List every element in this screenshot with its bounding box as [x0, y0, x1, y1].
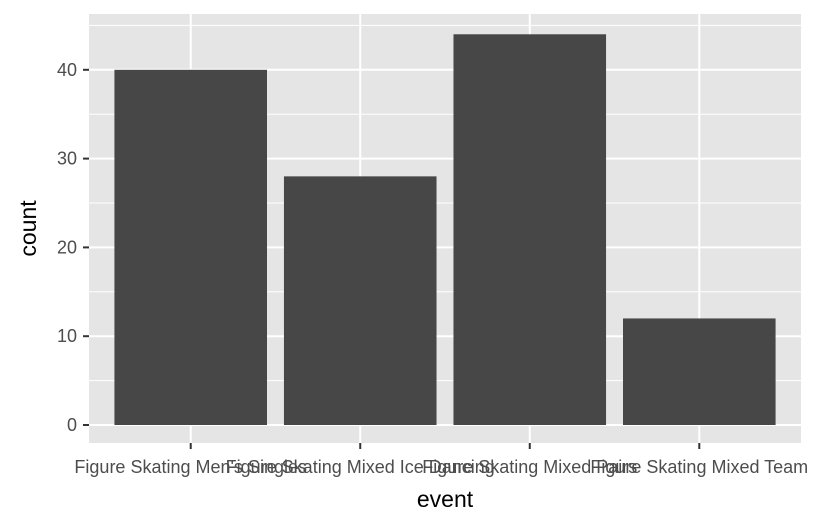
y-tick-label: 0	[67, 415, 77, 435]
bar	[114, 69, 267, 426]
x-tick-label: Figure Skating Men's Singles	[74, 457, 307, 477]
bar	[623, 318, 776, 425]
y-tick-label: 10	[57, 326, 77, 346]
bar	[453, 34, 607, 425]
y-tick-label: 30	[57, 149, 77, 169]
x-tick-label: Figure Skating Mixed Pairs	[422, 457, 637, 477]
x-tick-label: Figure Skating Mixed Ice Dancing	[226, 457, 495, 477]
bars	[114, 34, 776, 426]
y-tick-label: 20	[57, 237, 77, 257]
y-axis-ticks: 0 10 20 30 40	[57, 60, 89, 435]
y-tick-label: 40	[57, 60, 77, 80]
bar	[283, 176, 437, 425]
x-axis-title: event	[417, 486, 474, 512]
x-tick-label: Figure Skating Mixed Team	[590, 457, 808, 477]
y-axis-title: count	[15, 200, 41, 257]
